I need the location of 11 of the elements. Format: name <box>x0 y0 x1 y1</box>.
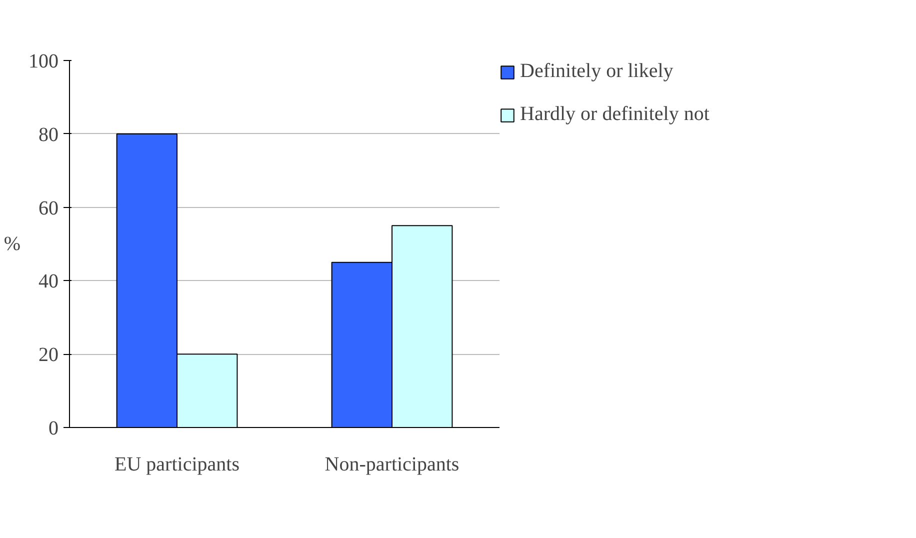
y-tick-label: 40 <box>38 270 58 293</box>
y-tick-label: 80 <box>38 124 58 146</box>
x-tick-label: Non-participants <box>324 454 460 476</box>
y-tick-label: 0 <box>48 418 58 440</box>
y-tick-label: 100 <box>28 50 58 72</box>
y-tick-label: 20 <box>38 344 58 366</box>
x-tick-label: EU participants <box>114 454 240 476</box>
legend-label: Hardly or definitely not <box>520 103 710 126</box>
legend-label: Definitely or likely <box>520 60 674 83</box>
y-tick-label: 60 <box>38 197 58 220</box>
y-axis-title: % <box>4 233 21 255</box>
